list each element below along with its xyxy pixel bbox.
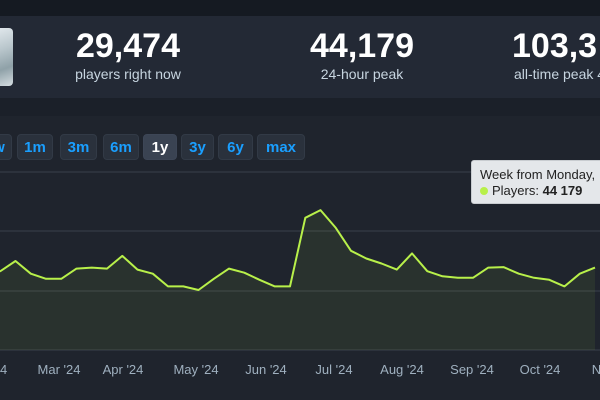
- data-point[interactable]: [409, 250, 415, 256]
- stat-value: 29,474: [75, 27, 180, 65]
- data-point[interactable]: [577, 271, 583, 277]
- data-point[interactable]: [485, 265, 491, 271]
- data-point[interactable]: [531, 275, 537, 281]
- data-point[interactable]: [363, 256, 369, 262]
- data-point[interactable]: [424, 268, 430, 274]
- data-point[interactable]: [318, 207, 324, 213]
- chart-tooltip: Week from Monday, Players: 44 179: [471, 160, 600, 204]
- data-point[interactable]: [501, 264, 507, 270]
- data-point[interactable]: [226, 266, 232, 272]
- data-point[interactable]: [592, 265, 598, 271]
- x-tick-label: 24: [0, 362, 8, 377]
- range-button-6y[interactable]: 6y: [218, 134, 253, 160]
- x-tick-label: Jun '24: [245, 362, 287, 377]
- x-tick-label: Oct '24: [519, 362, 561, 377]
- data-point[interactable]: [287, 283, 293, 289]
- data-point[interactable]: [150, 271, 156, 277]
- data-point[interactable]: [562, 283, 568, 289]
- x-tick-label: Aug '24: [380, 362, 424, 377]
- tooltip-series-label: Players:: [492, 183, 539, 198]
- range-button-3m[interactable]: 3m: [60, 134, 97, 160]
- stat-label: players right now: [75, 66, 181, 82]
- data-point[interactable]: [333, 225, 339, 231]
- range-button-1w[interactable]: w: [0, 134, 12, 160]
- range-button-6m[interactable]: 6m: [103, 134, 139, 160]
- data-point[interactable]: [196, 287, 202, 293]
- data-point[interactable]: [241, 270, 247, 276]
- data-point[interactable]: [440, 273, 446, 279]
- data-point[interactable]: [546, 277, 552, 283]
- data-point[interactable]: [119, 253, 125, 259]
- data-point[interactable]: [43, 276, 49, 282]
- data-point[interactable]: [470, 275, 476, 281]
- data-point[interactable]: [89, 265, 95, 271]
- stat-all-time-peak: 103,3 all-time peak 4: [512, 26, 600, 82]
- data-point[interactable]: [58, 276, 64, 282]
- data-point[interactable]: [302, 215, 308, 221]
- tooltip-row: Players: 44 179: [480, 183, 600, 199]
- range-button-3y[interactable]: 3y: [181, 134, 214, 160]
- stat-value: 44,179: [310, 27, 414, 65]
- data-point[interactable]: [135, 267, 141, 273]
- x-tick-label: No: [591, 362, 600, 377]
- data-point[interactable]: [348, 248, 354, 254]
- stat-24h-peak: 44,179 24-hour peak: [310, 26, 414, 82]
- stat-current-players: 29,474 players right now: [75, 26, 181, 82]
- series-line-players: [0, 209, 596, 291]
- data-point[interactable]: [272, 283, 278, 289]
- x-tick-label: Mar '24: [37, 362, 81, 377]
- range-button-max[interactable]: max: [257, 134, 305, 160]
- data-point[interactable]: [379, 261, 385, 267]
- data-point[interactable]: [455, 275, 461, 281]
- data-point[interactable]: [13, 258, 19, 264]
- data-point[interactable]: [211, 276, 217, 282]
- section-gap: [0, 98, 600, 116]
- series-area: [0, 210, 595, 350]
- stat-label: 24-hour peak: [320, 66, 404, 82]
- stats-bar: R 29,474 players right now 44,179 24-hou…: [0, 16, 600, 98]
- top-strip: [0, 0, 600, 16]
- tooltip-title: Week from Monday,: [480, 167, 596, 182]
- x-tick-label: Sep '24: [450, 362, 494, 377]
- x-tick-label: May '24: [173, 362, 219, 377]
- series-dot-icon: [480, 187, 488, 195]
- x-tick-label: Jul '24: [315, 362, 353, 377]
- data-point[interactable]: [394, 267, 400, 273]
- data-point[interactable]: [257, 277, 263, 283]
- data-point[interactable]: [180, 283, 186, 289]
- range-button-1m[interactable]: 1m: [17, 134, 53, 160]
- data-point[interactable]: [28, 271, 34, 277]
- game-thumbnail[interactable]: R: [0, 28, 13, 86]
- data-point[interactable]: [516, 271, 522, 277]
- tooltip-value: 44 179: [542, 183, 583, 198]
- data-point[interactable]: [165, 283, 171, 289]
- x-tick-label: Apr '24: [102, 362, 144, 377]
- stat-value: 103,3: [512, 27, 598, 65]
- data-point[interactable]: [104, 266, 110, 272]
- range-button-1y[interactable]: 1y: [143, 134, 177, 160]
- stat-label: all-time peak 4: [514, 66, 600, 82]
- x-axis-labels: 24 Mar '24 Apr '24 May '24 Jun '24 Jul '24 Aug…: [0, 362, 600, 380]
- data-point[interactable]: [74, 266, 80, 272]
